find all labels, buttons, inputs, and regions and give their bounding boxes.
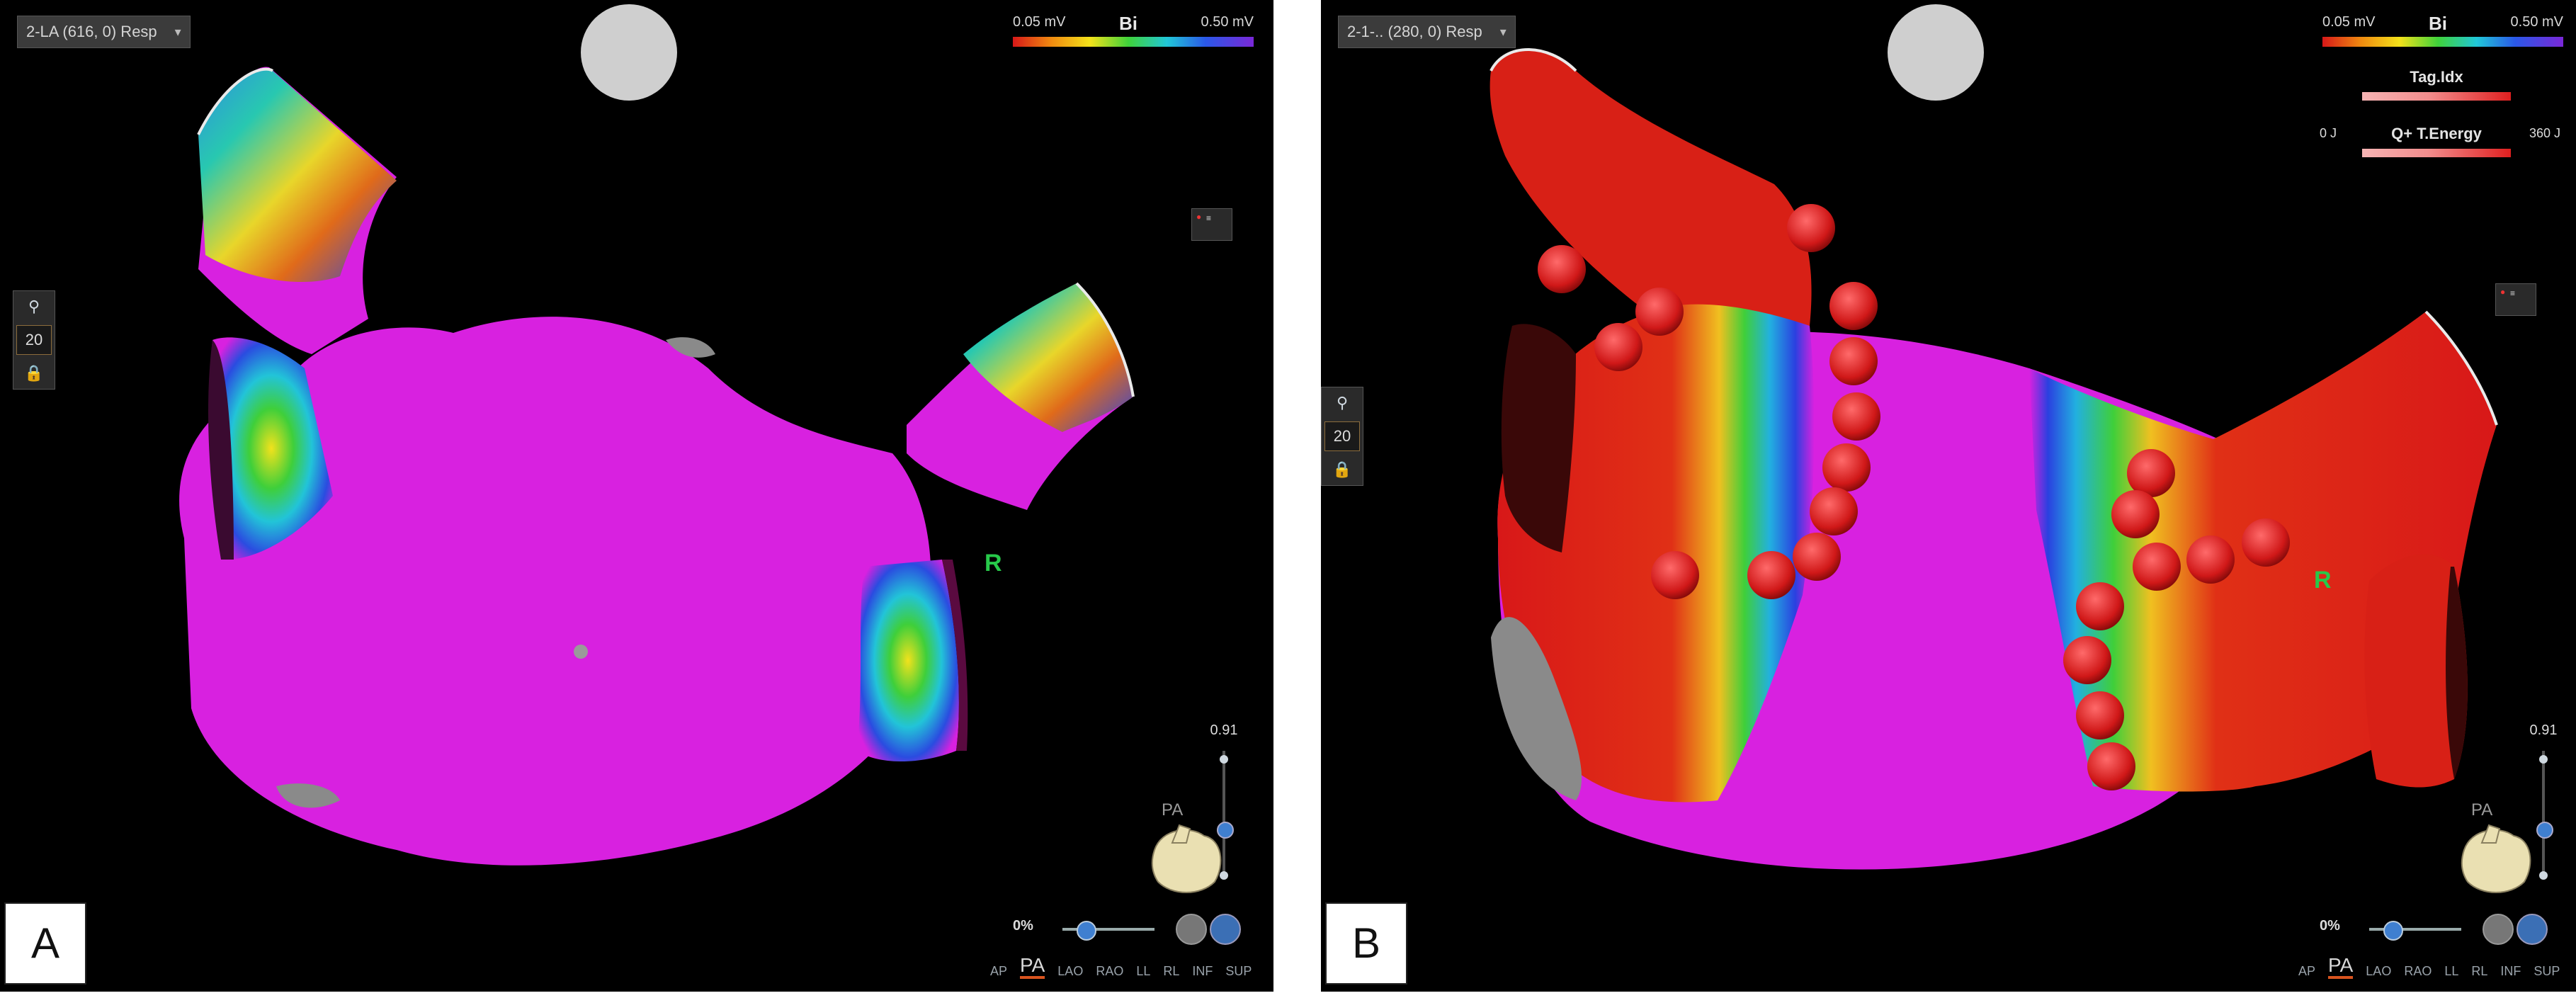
- voltage-scale: 0.05 mV Bi 0.50 mV: [2322, 13, 2563, 57]
- timeline[interactable]: 0%: [1013, 914, 1247, 945]
- view-buttons: AP PA LAO RAO LL RL INF SUP: [2298, 955, 2560, 979]
- energy-legend[interactable]: Q+ T.Energy 0 J 360 J: [2320, 125, 2560, 157]
- ablation-lesions-right: [2063, 449, 2290, 790]
- zoom-knob[interactable]: [1217, 822, 1234, 839]
- view-buttons: AP PA LAO RAO LL RL INF SUP: [990, 955, 1252, 979]
- tag-index-title: Tag.Idx: [2410, 68, 2463, 86]
- map-selector[interactable]: 2-LA (616, 0) Resp ▾: [17, 16, 191, 48]
- scale-max: 0.50 mV: [2510, 14, 2563, 30]
- orientation-figure-label: PA: [1162, 800, 1184, 820]
- view-pa[interactable]: PA: [1020, 955, 1045, 979]
- tag-index-bar: [2362, 92, 2511, 101]
- compass-icon[interactable]: [1210, 914, 1241, 945]
- panel-label-b: B: [1325, 902, 1407, 985]
- view-lao[interactable]: LAO: [1057, 964, 1084, 978]
- voltage-color-bar[interactable]: [2322, 37, 2563, 47]
- map-name: 2-LA (616, 0) Resp: [26, 23, 157, 40]
- voltage-map-b[interactable]: [1321, 0, 2576, 992]
- view-rl[interactable]: RL: [1163, 964, 1180, 978]
- lock-icon[interactable]: 🔒: [1332, 460, 1352, 478]
- view-inf[interactable]: INF: [2500, 964, 2521, 978]
- view-ll[interactable]: LL: [1136, 964, 1151, 978]
- panel-b: 2-1-.. (280, 0) Resp ▾ 0.05 mV Bi 0.50 m…: [1321, 0, 2576, 992]
- settings-icon[interactable]: [2483, 914, 2514, 945]
- timeline[interactable]: 0%: [2320, 914, 2553, 945]
- timeline-thumb[interactable]: [1077, 921, 1096, 941]
- view-lao[interactable]: LAO: [2366, 964, 2392, 978]
- scale-min: 0.05 mV: [1013, 14, 1066, 30]
- zoom-value: 0.91: [1210, 722, 1238, 738]
- orientation-marker: R: [985, 550, 1002, 577]
- dropdown-caret-icon: ▾: [1499, 25, 1507, 39]
- voltage-map-a[interactable]: [0, 0, 1273, 992]
- heart-icon: [2461, 824, 2531, 893]
- orientation-figure: PA: [1140, 800, 1232, 900]
- lock-icon[interactable]: 🔒: [24, 364, 44, 382]
- zoom-in-icon[interactable]: [1220, 755, 1228, 764]
- scale-mode: Bi: [1119, 13, 1137, 34]
- energy-max: 360 J: [2529, 126, 2560, 140]
- scale-mode: Bi: [2429, 13, 2447, 34]
- view-pa[interactable]: PA: [2328, 955, 2354, 979]
- zoom-control[interactable]: 0.91: [2529, 722, 2558, 907]
- zoom-value: 0.91: [2529, 722, 2558, 738]
- panel-a: 2-LA (616, 0) Resp ▾ 0.05 mV Bi 0.50 mV …: [0, 0, 1278, 992]
- legend-dot-icon: ●: [1196, 212, 1202, 222]
- view-inf[interactable]: INF: [1192, 964, 1213, 978]
- timeline-percent: 0%: [2320, 918, 2340, 934]
- zoom-out-icon[interactable]: [1220, 871, 1228, 880]
- side-value[interactable]: 20: [16, 325, 52, 355]
- energy-min: 0 J: [2320, 126, 2337, 140]
- side-value[interactable]: 20: [1324, 421, 1360, 451]
- timeline-track[interactable]: [2369, 928, 2461, 931]
- map-selector[interactable]: 2-1-.. (280, 0) Resp ▾: [1338, 16, 1516, 48]
- timeline-percent: 0%: [1013, 918, 1033, 934]
- side-toolbar: ⚲ 20 🔒: [13, 290, 55, 390]
- view-ll[interactable]: LL: [2444, 964, 2459, 978]
- voltage-color-bar[interactable]: [1013, 37, 1254, 47]
- compass-disc[interactable]: [1888, 4, 1984, 101]
- legend-lines-icon: ≡: [2510, 288, 2516, 298]
- zoom-knob[interactable]: [2536, 822, 2553, 839]
- filter-icon[interactable]: ⚲: [1336, 394, 1349, 412]
- zoom-in-icon[interactable]: [2539, 755, 2548, 764]
- ablation-lesions-left: [1538, 204, 1880, 599]
- view-ap[interactable]: AP: [2298, 964, 2316, 978]
- view-rao[interactable]: RAO: [1096, 964, 1124, 978]
- dropdown-caret-icon: ▾: [174, 25, 181, 39]
- orientation-figure: PA: [2450, 800, 2542, 900]
- timeline-track[interactable]: [1062, 928, 1154, 931]
- filter-icon[interactable]: ⚲: [28, 297, 40, 315]
- legend-dot-icon: ●: [2500, 287, 2506, 297]
- scale-max: 0.50 mV: [1201, 14, 1254, 30]
- settings-icon[interactable]: [1176, 914, 1207, 945]
- view-sup[interactable]: SUP: [1225, 964, 1252, 978]
- compass-icon[interactable]: [2517, 914, 2548, 945]
- view-rao[interactable]: RAO: [2404, 964, 2432, 978]
- zoom-control[interactable]: 0.91: [1210, 722, 1238, 907]
- compass-disc[interactable]: [581, 4, 677, 101]
- legend-chip[interactable]: ● ≡: [2495, 283, 2536, 316]
- heart-icon: [1151, 824, 1222, 893]
- scale-min: 0.05 mV: [2322, 14, 2376, 30]
- timeline-thumb[interactable]: [2383, 921, 2403, 941]
- zoom-track[interactable]: [2542, 751, 2545, 878]
- legend-chip[interactable]: ● ≡: [1191, 208, 1232, 241]
- zoom-out-icon[interactable]: [2539, 871, 2548, 880]
- tag-index-legend[interactable]: Tag.Idx: [2362, 68, 2511, 101]
- zoom-track[interactable]: [1222, 751, 1225, 878]
- legend-lines-icon: ≡: [1206, 213, 1212, 223]
- side-toolbar: ⚲ 20 🔒: [1321, 387, 1363, 486]
- view-ap[interactable]: AP: [990, 964, 1008, 978]
- orientation-figure-label: PA: [2471, 800, 2493, 820]
- view-sup[interactable]: SUP: [2534, 964, 2560, 978]
- energy-title: Q+ T.Energy: [2391, 125, 2482, 142]
- energy-bar: [2362, 149, 2511, 157]
- orientation-marker: R: [2314, 567, 2332, 594]
- panel-label-a: A: [4, 902, 86, 985]
- view-rl[interactable]: RL: [2471, 964, 2488, 978]
- map-name: 2-1-.. (280, 0) Resp: [1347, 23, 1482, 40]
- voltage-scale: 0.05 mV Bi 0.50 mV: [1013, 13, 1254, 57]
